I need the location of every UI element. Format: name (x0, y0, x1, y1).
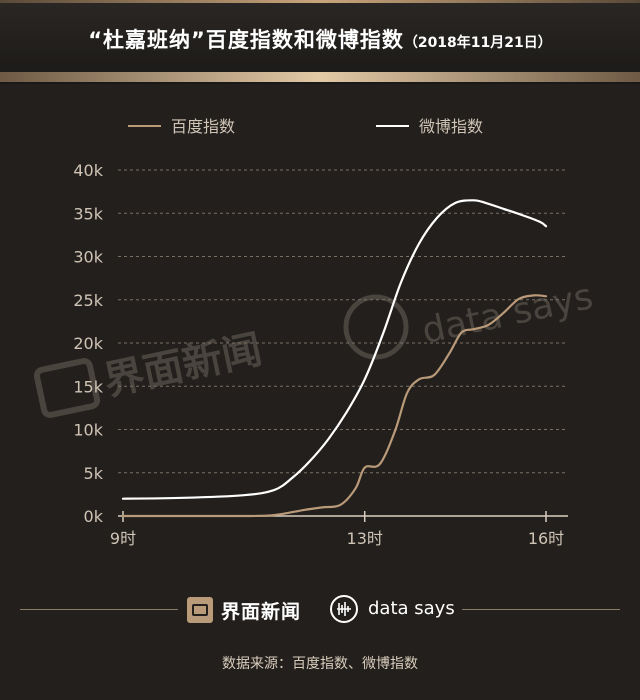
x-tick-label: 9时 (110, 529, 136, 548)
y-tick-label: 15k (73, 377, 103, 396)
y-tick-label: 10k (73, 421, 103, 440)
legend-label: 百度指数 (171, 117, 235, 136)
x-tick-label: 13时 (347, 529, 383, 548)
data-source: 数据来源：百度指数、微博指数 (222, 656, 418, 672)
header-top-rule (0, 0, 640, 3)
watermark-datasays-icon (343, 294, 409, 360)
header: “杜嘉班纳”百度指数和微博指数（2018年11月21日） (0, 0, 640, 84)
datasays-logo-icon (330, 595, 358, 623)
watermark-jiemian-icon (33, 358, 101, 418)
y-tick-label: 25k (73, 291, 103, 310)
y-tick-label: 35k (73, 204, 103, 223)
title-date: （2018年11月21日） (403, 35, 552, 51)
line-chart: 界面新闻 data says 0k 5k 10k 15k 20k 25k 30k 35k 40k 9时… (33, 117, 597, 548)
series-line-weibo (121, 199, 548, 500)
footer-rule-left (20, 609, 178, 610)
title-main: “杜嘉班纳”百度指数和微博指数 (88, 28, 404, 52)
watermark-jiemian: 界面新闻 (100, 327, 266, 405)
jiemian-logo-icon (187, 597, 213, 623)
watermark-datasays: data says (418, 276, 596, 352)
series-line-baidu (121, 294, 548, 518)
footer-brand: 界面新闻 data says (0, 594, 640, 626)
y-tick-label: 5k (84, 464, 104, 483)
y-tick-label: 0k (84, 507, 104, 526)
legend-label: 微博指数 (419, 117, 483, 136)
page-title: “杜嘉班纳”百度指数和微博指数（2018年11月21日） (0, 24, 640, 54)
brand-name-cn: 界面新闻 (221, 601, 302, 623)
y-tick-label: 20k (73, 334, 103, 353)
y-tick-label: 40k (73, 161, 103, 180)
brand-name-en: data says (368, 598, 455, 619)
footer-rule-right (462, 609, 620, 610)
header-bottom-rule (0, 72, 640, 82)
x-tick-label: 16时 (528, 529, 564, 548)
y-tick-label: 30k (73, 248, 103, 267)
